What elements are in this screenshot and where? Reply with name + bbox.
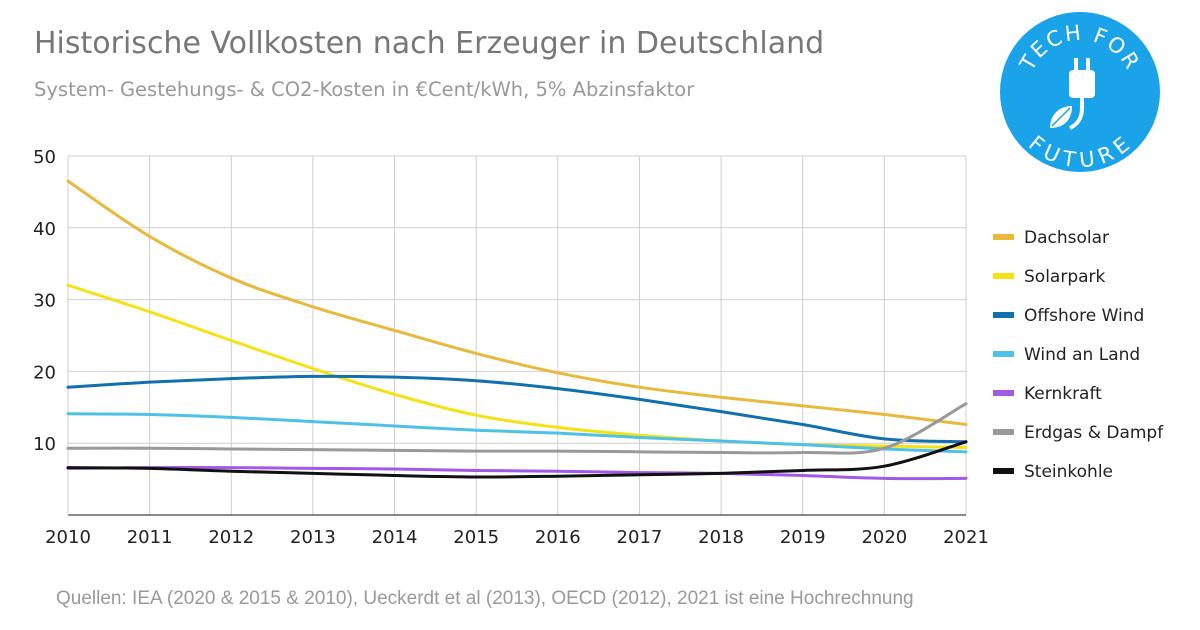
series-line-solarpark — [66, 283, 968, 450]
legend-label-kernkraft: Kernkraft — [1024, 384, 1102, 404]
legend-label-offshore-wind: Offshore Wind — [1024, 306, 1144, 326]
legend-swatch-erdgas-dampf — [993, 429, 1014, 435]
legend-label-erdgas-dampf: Erdgas & Dampf — [1024, 423, 1164, 443]
legend-swatch-steinkohle — [993, 468, 1014, 474]
x-tick-label: 2020 — [861, 527, 907, 548]
legend-swatch-wind-an-land — [993, 351, 1014, 357]
chart-subtitle: System- Gestehungs- & CO2-Kosten in €Cen… — [34, 78, 695, 101]
x-tick-label: 2011 — [127, 527, 173, 548]
y-tick-label: 30 — [33, 291, 56, 312]
x-tick-label: 2013 — [290, 527, 336, 548]
x-tick-label: 2012 — [208, 527, 254, 548]
series-line-steinkohle — [66, 440, 968, 479]
x-tick-label: 2019 — [780, 527, 826, 548]
legend-swatch-dachsolar — [993, 234, 1014, 240]
y-tick-label: 40 — [33, 219, 56, 240]
y-tick-label: 10 — [33, 434, 56, 455]
x-tick-label: 2010 — [45, 527, 91, 548]
plug-leaf-icon — [1050, 58, 1095, 130]
source-note: Quellen: IEA (2020 & 2015 & 2010), Uecke… — [56, 588, 914, 609]
chart-title: Historische Vollkosten nach Erzeuger in … — [34, 26, 825, 61]
legend-label-steinkohle: Steinkohle — [1024, 462, 1113, 482]
x-tick-label: 2015 — [453, 527, 499, 548]
x-tick-label: 2014 — [372, 527, 418, 548]
x-tick-label: 2016 — [535, 527, 581, 548]
y-tick-label: 20 — [33, 362, 56, 383]
legend-swatch-kernkraft — [993, 390, 1014, 396]
series-line-erdgas-dampf — [66, 402, 968, 455]
series-line-wind-an-land — [66, 412, 968, 454]
x-tick-label: 2018 — [698, 527, 744, 548]
series-line-kernkraft — [66, 466, 968, 481]
x-tick-label: 2017 — [617, 527, 663, 548]
series-line-dachsolar — [66, 179, 968, 427]
x-tick-label: 2021 — [943, 527, 989, 548]
legend-label-solarpark: Solarpark — [1024, 267, 1106, 287]
tech-for-future-logo: TECH FOR FUTURE — [998, 10, 1162, 174]
legend-label-wind-an-land: Wind an Land — [1024, 345, 1140, 365]
y-tick-label: 50 — [33, 147, 56, 168]
legend-swatch-offshore-wind — [993, 312, 1014, 318]
legend-swatch-solarpark — [993, 273, 1014, 279]
series-line-offshore-wind — [66, 374, 968, 444]
legend-label-dachsolar: Dachsolar — [1024, 228, 1109, 248]
